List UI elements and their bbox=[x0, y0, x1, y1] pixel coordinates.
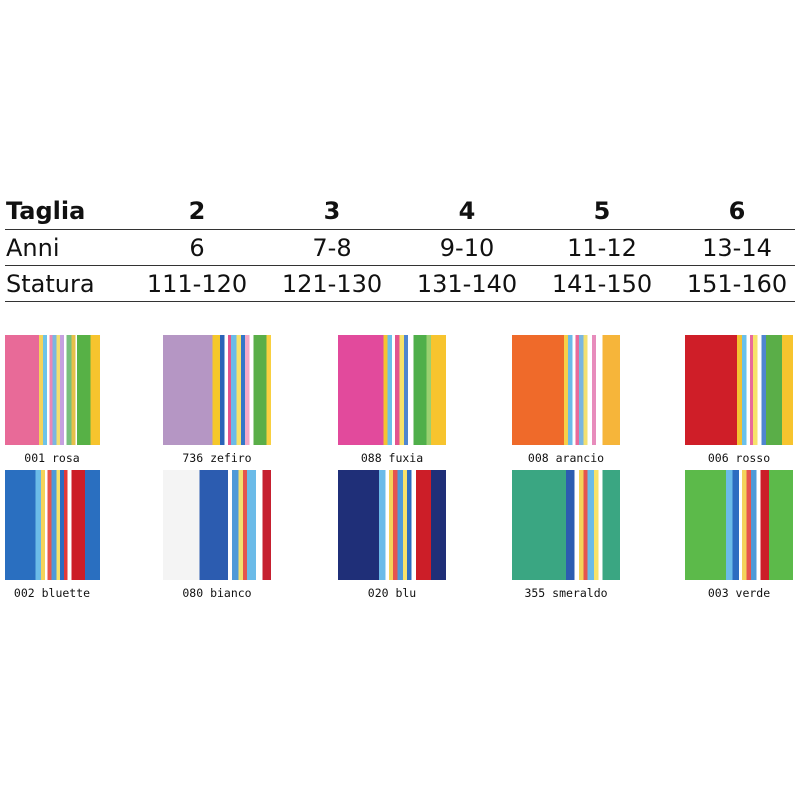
table-cell: 141-150 bbox=[551, 270, 653, 298]
table-cell: 121-130 bbox=[281, 270, 383, 298]
rule bbox=[5, 229, 795, 230]
header-cell: 4 bbox=[458, 197, 476, 225]
color-swatch bbox=[512, 470, 620, 580]
swatch-label: 080 bianco bbox=[182, 586, 252, 600]
header-cell: 5 bbox=[593, 197, 611, 225]
color-swatch bbox=[512, 335, 620, 445]
header-cell: Taglia bbox=[6, 197, 86, 225]
table-cell: Statura bbox=[6, 270, 95, 298]
color-swatch bbox=[163, 335, 271, 445]
table-cell: 151-160 bbox=[686, 270, 788, 298]
header-cell: 6 bbox=[728, 197, 746, 225]
swatch-label: 020 blu bbox=[367, 586, 417, 600]
swatch-label: 736 zefiro bbox=[182, 451, 252, 465]
table-cell: Anni bbox=[6, 234, 60, 262]
color-swatch bbox=[685, 335, 793, 445]
table-cell: 7-8 bbox=[312, 234, 352, 262]
header-cell: 2 bbox=[188, 197, 206, 225]
color-swatch bbox=[5, 470, 100, 580]
swatch-label: 355 smeraldo bbox=[524, 586, 608, 600]
table-cell: 111-120 bbox=[146, 270, 248, 298]
table-cell: 13-14 bbox=[702, 234, 772, 262]
table-cell: 131-140 bbox=[416, 270, 518, 298]
swatch-label: 088 fuxia bbox=[360, 451, 424, 465]
color-swatch bbox=[685, 470, 793, 580]
swatch-label: 006 rosso bbox=[707, 451, 771, 465]
color-swatch bbox=[338, 470, 446, 580]
swatch-label: 001 rosa bbox=[24, 451, 80, 465]
color-swatch bbox=[5, 335, 100, 445]
swatch-label: 008 arancio bbox=[527, 451, 605, 465]
table-cell: 6 bbox=[189, 234, 205, 262]
rule bbox=[5, 301, 795, 302]
rule bbox=[5, 265, 795, 266]
color-swatch bbox=[163, 470, 271, 580]
table-cell: 11-12 bbox=[567, 234, 637, 262]
table-cell: 9-10 bbox=[439, 234, 495, 262]
color-swatch bbox=[338, 335, 446, 445]
header-cell: 3 bbox=[323, 197, 341, 225]
swatch-label: 003 verde bbox=[707, 586, 771, 600]
swatch-label: 002 bluette bbox=[13, 586, 91, 600]
